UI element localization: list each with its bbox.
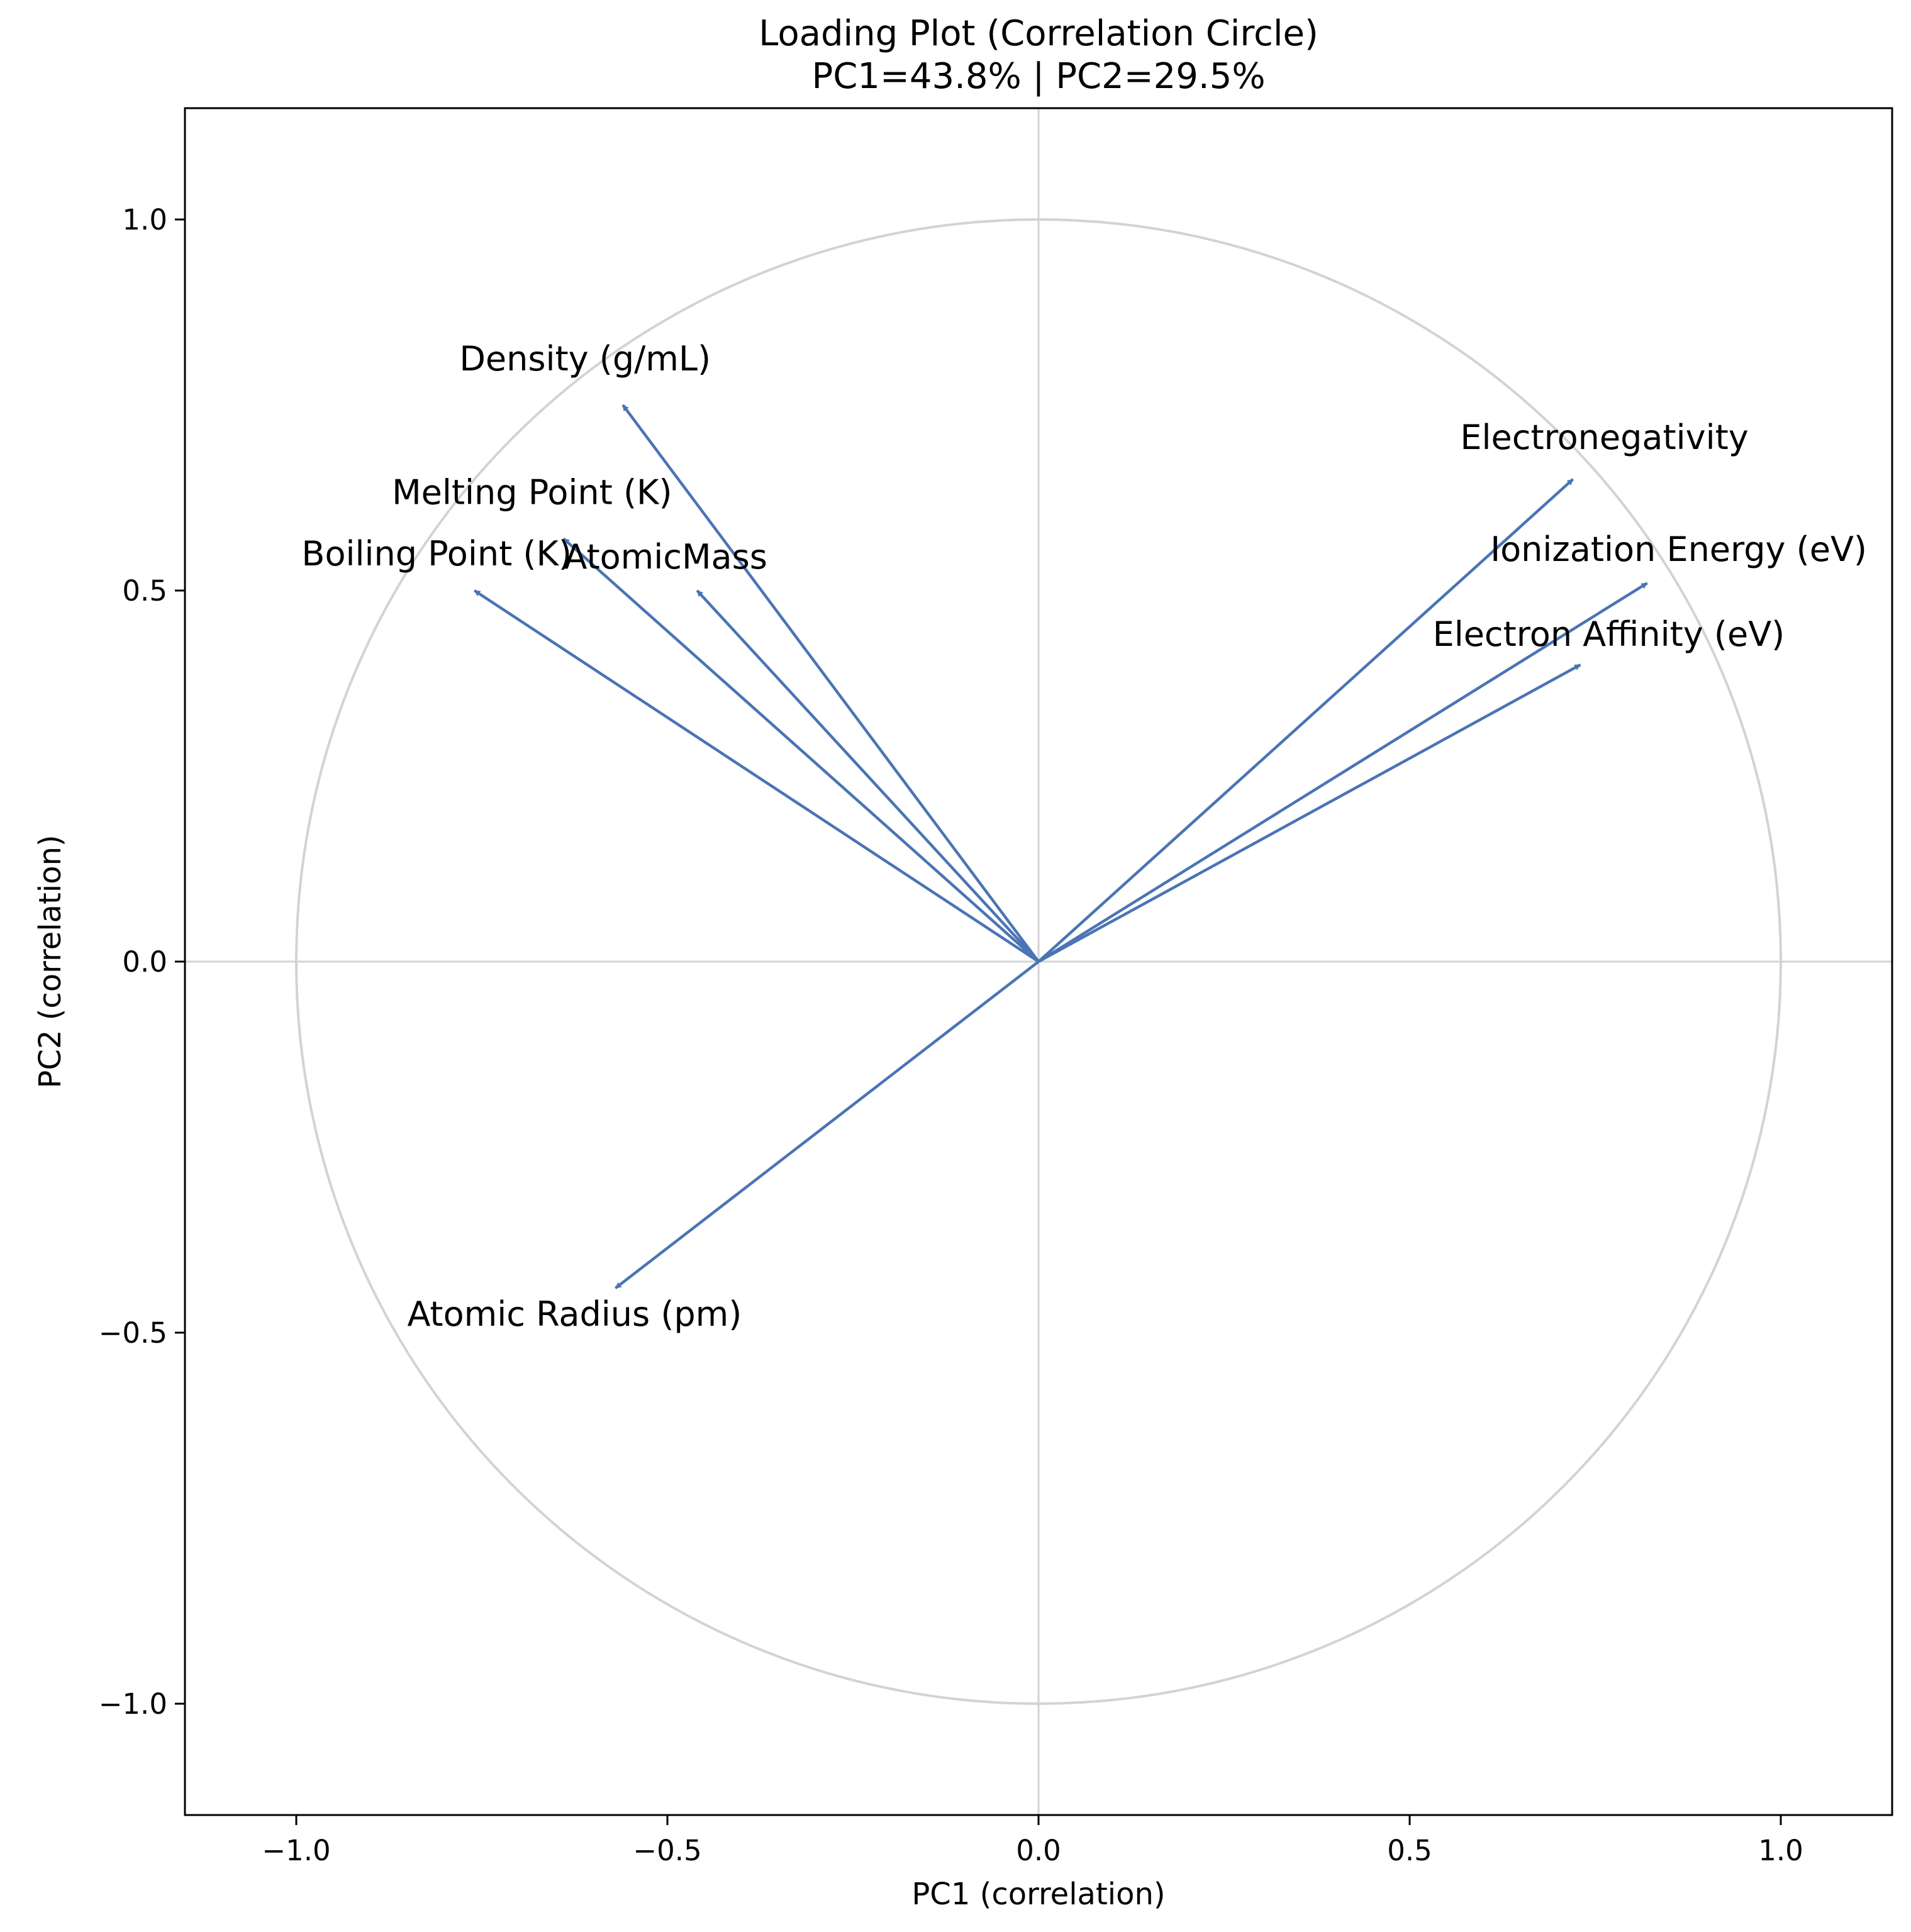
x-tick-label: 1.0	[1758, 1834, 1803, 1867]
vector-label-electron-affinity-ev: Electron Affinity (eV)	[1433, 614, 1785, 654]
loading-vector-melting-point-k	[562, 537, 1040, 963]
vector-label-density-g-ml: Density (g/mL)	[459, 339, 711, 379]
x-axis-label: PC1 (correlation)	[911, 1877, 1165, 1912]
y-tick-label: −1.0	[99, 1687, 167, 1721]
loading-vector-atomic-radius-pm	[615, 960, 1040, 1289]
loading-vector-electron-affinity-ev	[1037, 663, 1581, 963]
vector-label-ionization-energy-ev: Ionization Energy (eV)	[1490, 530, 1867, 569]
x-tick-label: −0.5	[633, 1834, 701, 1867]
x-tick-label: 0.0	[1016, 1834, 1061, 1867]
vector-label-atomicmass: AtomicMass	[564, 537, 767, 577]
vector-label-melting-point-k: Melting Point (K)	[392, 472, 672, 512]
y-axis-ticks: −1.0 −0.5 0.0 0.5 1.0	[99, 203, 185, 1721]
loading-vector-ionization-energy-ev	[1037, 582, 1648, 963]
y-tick-label: −0.5	[99, 1316, 167, 1350]
chart-title: Loading Plot (Correlation Circle)	[759, 13, 1318, 54]
plot-labels: Density (g/mL) Melting Point (K) Boiling P…	[301, 339, 1867, 1334]
loading-vector-electronegativity	[1037, 478, 1574, 963]
plot-vectors	[473, 404, 1648, 1289]
loading-vector-boiling-point-k	[473, 589, 1040, 963]
y-tick-label: 1.0	[122, 203, 167, 236]
vector-label-electronegativity: Electronegativity	[1460, 418, 1748, 457]
vector-label-boiling-point-k: Boiling Point (K)	[301, 534, 572, 574]
y-tick-label: 0.0	[122, 945, 167, 979]
x-tick-label: 0.5	[1387, 1834, 1432, 1867]
x-tick-label: −1.0	[262, 1834, 330, 1867]
loading-vector-atomicmass	[696, 589, 1040, 963]
y-axis-label: PC2 (correlation)	[33, 835, 68, 1088]
chart-subtitle: PC1=43.8% | PC2=29.5%	[811, 56, 1265, 97]
x-axis-ticks: −1.0 −0.5 0.0 0.5 1.0	[262, 1815, 1803, 1867]
y-tick-label: 0.5	[122, 574, 167, 608]
vector-label-atomic-radius-pm: Atomic Radius (pm)	[407, 1294, 742, 1334]
loading-vector-density-g-ml	[621, 404, 1040, 963]
